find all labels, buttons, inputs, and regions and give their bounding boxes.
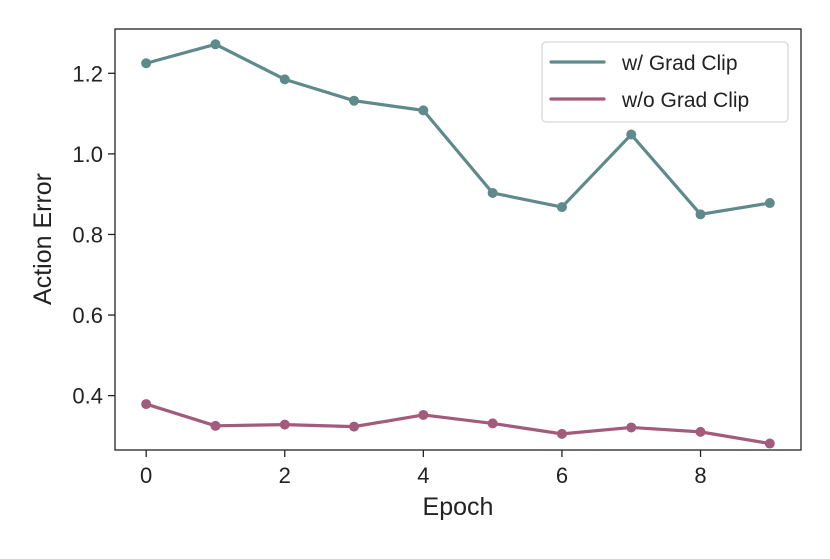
series-line-0	[144, 42, 772, 216]
plot-frame	[114, 28, 802, 451]
data-point	[210, 420, 221, 431]
data-point	[695, 209, 706, 220]
series-line-1	[144, 402, 772, 446]
y-axis: 0.4 0.6 0.8 1.0 1.2	[72, 61, 115, 409]
data-point	[279, 74, 290, 85]
data-point	[210, 39, 221, 50]
data-point	[349, 421, 360, 432]
series-layer	[141, 39, 775, 449]
y-tick-label: 1.0	[72, 142, 103, 167]
x-axis-title: Epoch	[423, 493, 494, 521]
data-point	[418, 409, 429, 420]
data-point	[626, 422, 637, 433]
data-point	[695, 426, 706, 437]
x-tick-label: 0	[140, 463, 152, 488]
data-point	[487, 418, 498, 429]
data-point	[349, 95, 360, 106]
data-point	[418, 105, 429, 116]
x-axis: 0 2 4 6 8	[140, 450, 707, 488]
data-point	[141, 399, 152, 410]
y-tick-label: 0.6	[72, 303, 103, 328]
data-point	[626, 129, 637, 140]
data-point	[764, 198, 775, 209]
data-point	[556, 202, 567, 213]
data-point	[764, 438, 775, 449]
legend-label: w/ Grad Clip	[621, 52, 738, 75]
data-point	[141, 58, 152, 69]
y-axis-title: Action Error	[29, 173, 57, 305]
data-point	[556, 428, 567, 439]
x-tick-label: 4	[417, 463, 429, 488]
y-tick-label: 0.4	[72, 384, 103, 409]
legend: w/ Grad Clip w/o Grad Clip	[541, 41, 789, 123]
x-tick-label: 6	[556, 463, 568, 488]
y-tick-label: 1.2	[72, 61, 103, 86]
x-tick-label: 8	[694, 463, 706, 488]
x-tick-label: 2	[279, 463, 291, 488]
data-point	[487, 187, 498, 198]
y-tick-label: 0.8	[72, 222, 103, 247]
data-point	[279, 419, 290, 430]
legend-label: w/o Grad Clip	[621, 89, 749, 112]
